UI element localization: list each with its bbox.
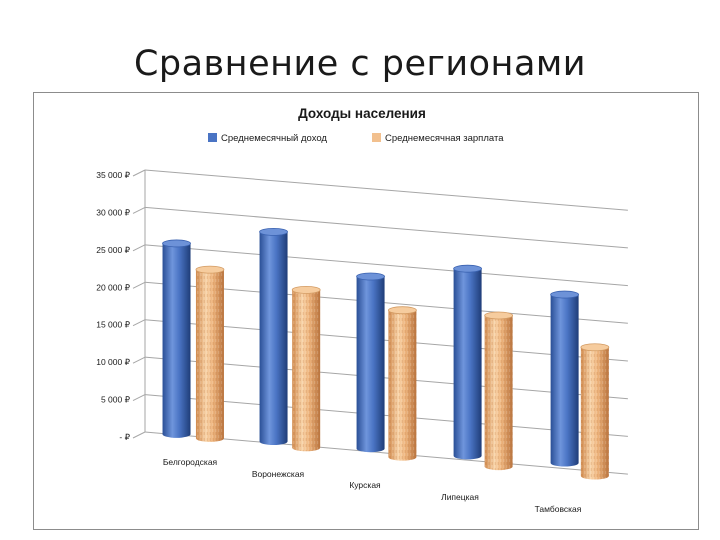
bar-salary-1: [291, 285, 321, 452]
bar-salary-0: [195, 265, 225, 442]
gridline: [144, 169, 628, 211]
y-tick-stub: [132, 356, 146, 364]
bar-texture: [484, 315, 513, 471]
bar-cap: [580, 343, 610, 352]
y-tick-stub: [132, 169, 146, 177]
gridline: [144, 394, 628, 437]
bar-cap: [162, 239, 191, 248]
y-tick-stub: [132, 206, 146, 214]
gridline: [144, 244, 628, 287]
bar-cap: [356, 272, 385, 281]
bars: [162, 227, 610, 480]
gridline: [144, 281, 628, 324]
y-tick-stub: [132, 244, 146, 252]
legend-swatch-series-2: [372, 133, 381, 142]
bar-cap: [550, 290, 580, 299]
bar-income-1: [259, 227, 288, 446]
y-tick-stub: [132, 394, 146, 402]
bar-cap: [484, 311, 514, 320]
slide-title: Сравнение с регионами: [133, 44, 587, 84]
y-tick-label: 35 000 ₽: [96, 170, 130, 180]
y-tick-label: 10 000 ₽: [96, 357, 130, 367]
x-tick-label: Липецкая: [441, 492, 479, 502]
bar-body: [550, 294, 579, 467]
bar-salary-3: [484, 311, 514, 471]
x-tick-label: Воронежская: [252, 469, 305, 479]
bar-body: [453, 268, 482, 460]
bar-cap: [259, 227, 288, 236]
y-tick-stub: [132, 319, 146, 327]
bar-texture: [388, 310, 417, 461]
bar-salary-4: [580, 343, 610, 480]
y-tick-stub: [132, 281, 146, 289]
bar-body: [356, 276, 385, 453]
legend-label-series-1: Среднемесячный доход: [221, 133, 327, 144]
grid: [132, 169, 628, 475]
bar-cap: [195, 265, 225, 274]
bar-income-2: [356, 272, 385, 453]
legend-swatch-series-1: [208, 133, 217, 142]
x-tick-label: Курская: [349, 480, 381, 490]
gridline: [144, 431, 628, 475]
y-axis-ticks: - ₽ 5 000 ₽ 10 000 ₽ 15 000 ₽ 20 000 ₽ 25 000…: [96, 170, 130, 442]
y-tick-label: - ₽: [119, 432, 130, 442]
x-tick-label: Белгородская: [163, 457, 218, 467]
legend: Среднемесячный доход Среднемесячная зарп…: [208, 133, 504, 144]
bar-cap: [291, 285, 321, 294]
y-tick-label: 25 000 ₽: [96, 245, 130, 255]
y-tick-label: 30 000 ₽: [96, 207, 130, 217]
bar-income-0: [162, 239, 191, 438]
bar-body: [162, 243, 191, 438]
gridline: [144, 206, 628, 249]
y-tick-label: 20 000 ₽: [96, 282, 130, 292]
y-tick-label: 15 000 ₽: [96, 320, 130, 330]
bar-cap: [388, 306, 417, 315]
x-axis-ticks: Белгородская Воронежская Курская Липецкая Та…: [163, 457, 582, 514]
bar-salary-2: [388, 306, 417, 461]
bar-texture: [195, 269, 224, 442]
bar-income-3: [453, 264, 482, 460]
bar-texture: [292, 289, 321, 452]
bar-body: [259, 231, 288, 446]
legend-label-series-2: Среднемесячная зарплата: [385, 133, 504, 144]
bar-income-4: [550, 290, 580, 467]
y-tick-label: 5 000 ₽: [101, 395, 131, 405]
gridline: [144, 319, 628, 362]
chart-title: Доходы населения: [298, 106, 426, 121]
x-tick-label: Тамбовская: [535, 504, 582, 514]
bar-cap: [453, 264, 482, 273]
gridline: [144, 356, 628, 400]
y-tick-stub: [132, 431, 146, 439]
bar-texture: [580, 347, 609, 480]
